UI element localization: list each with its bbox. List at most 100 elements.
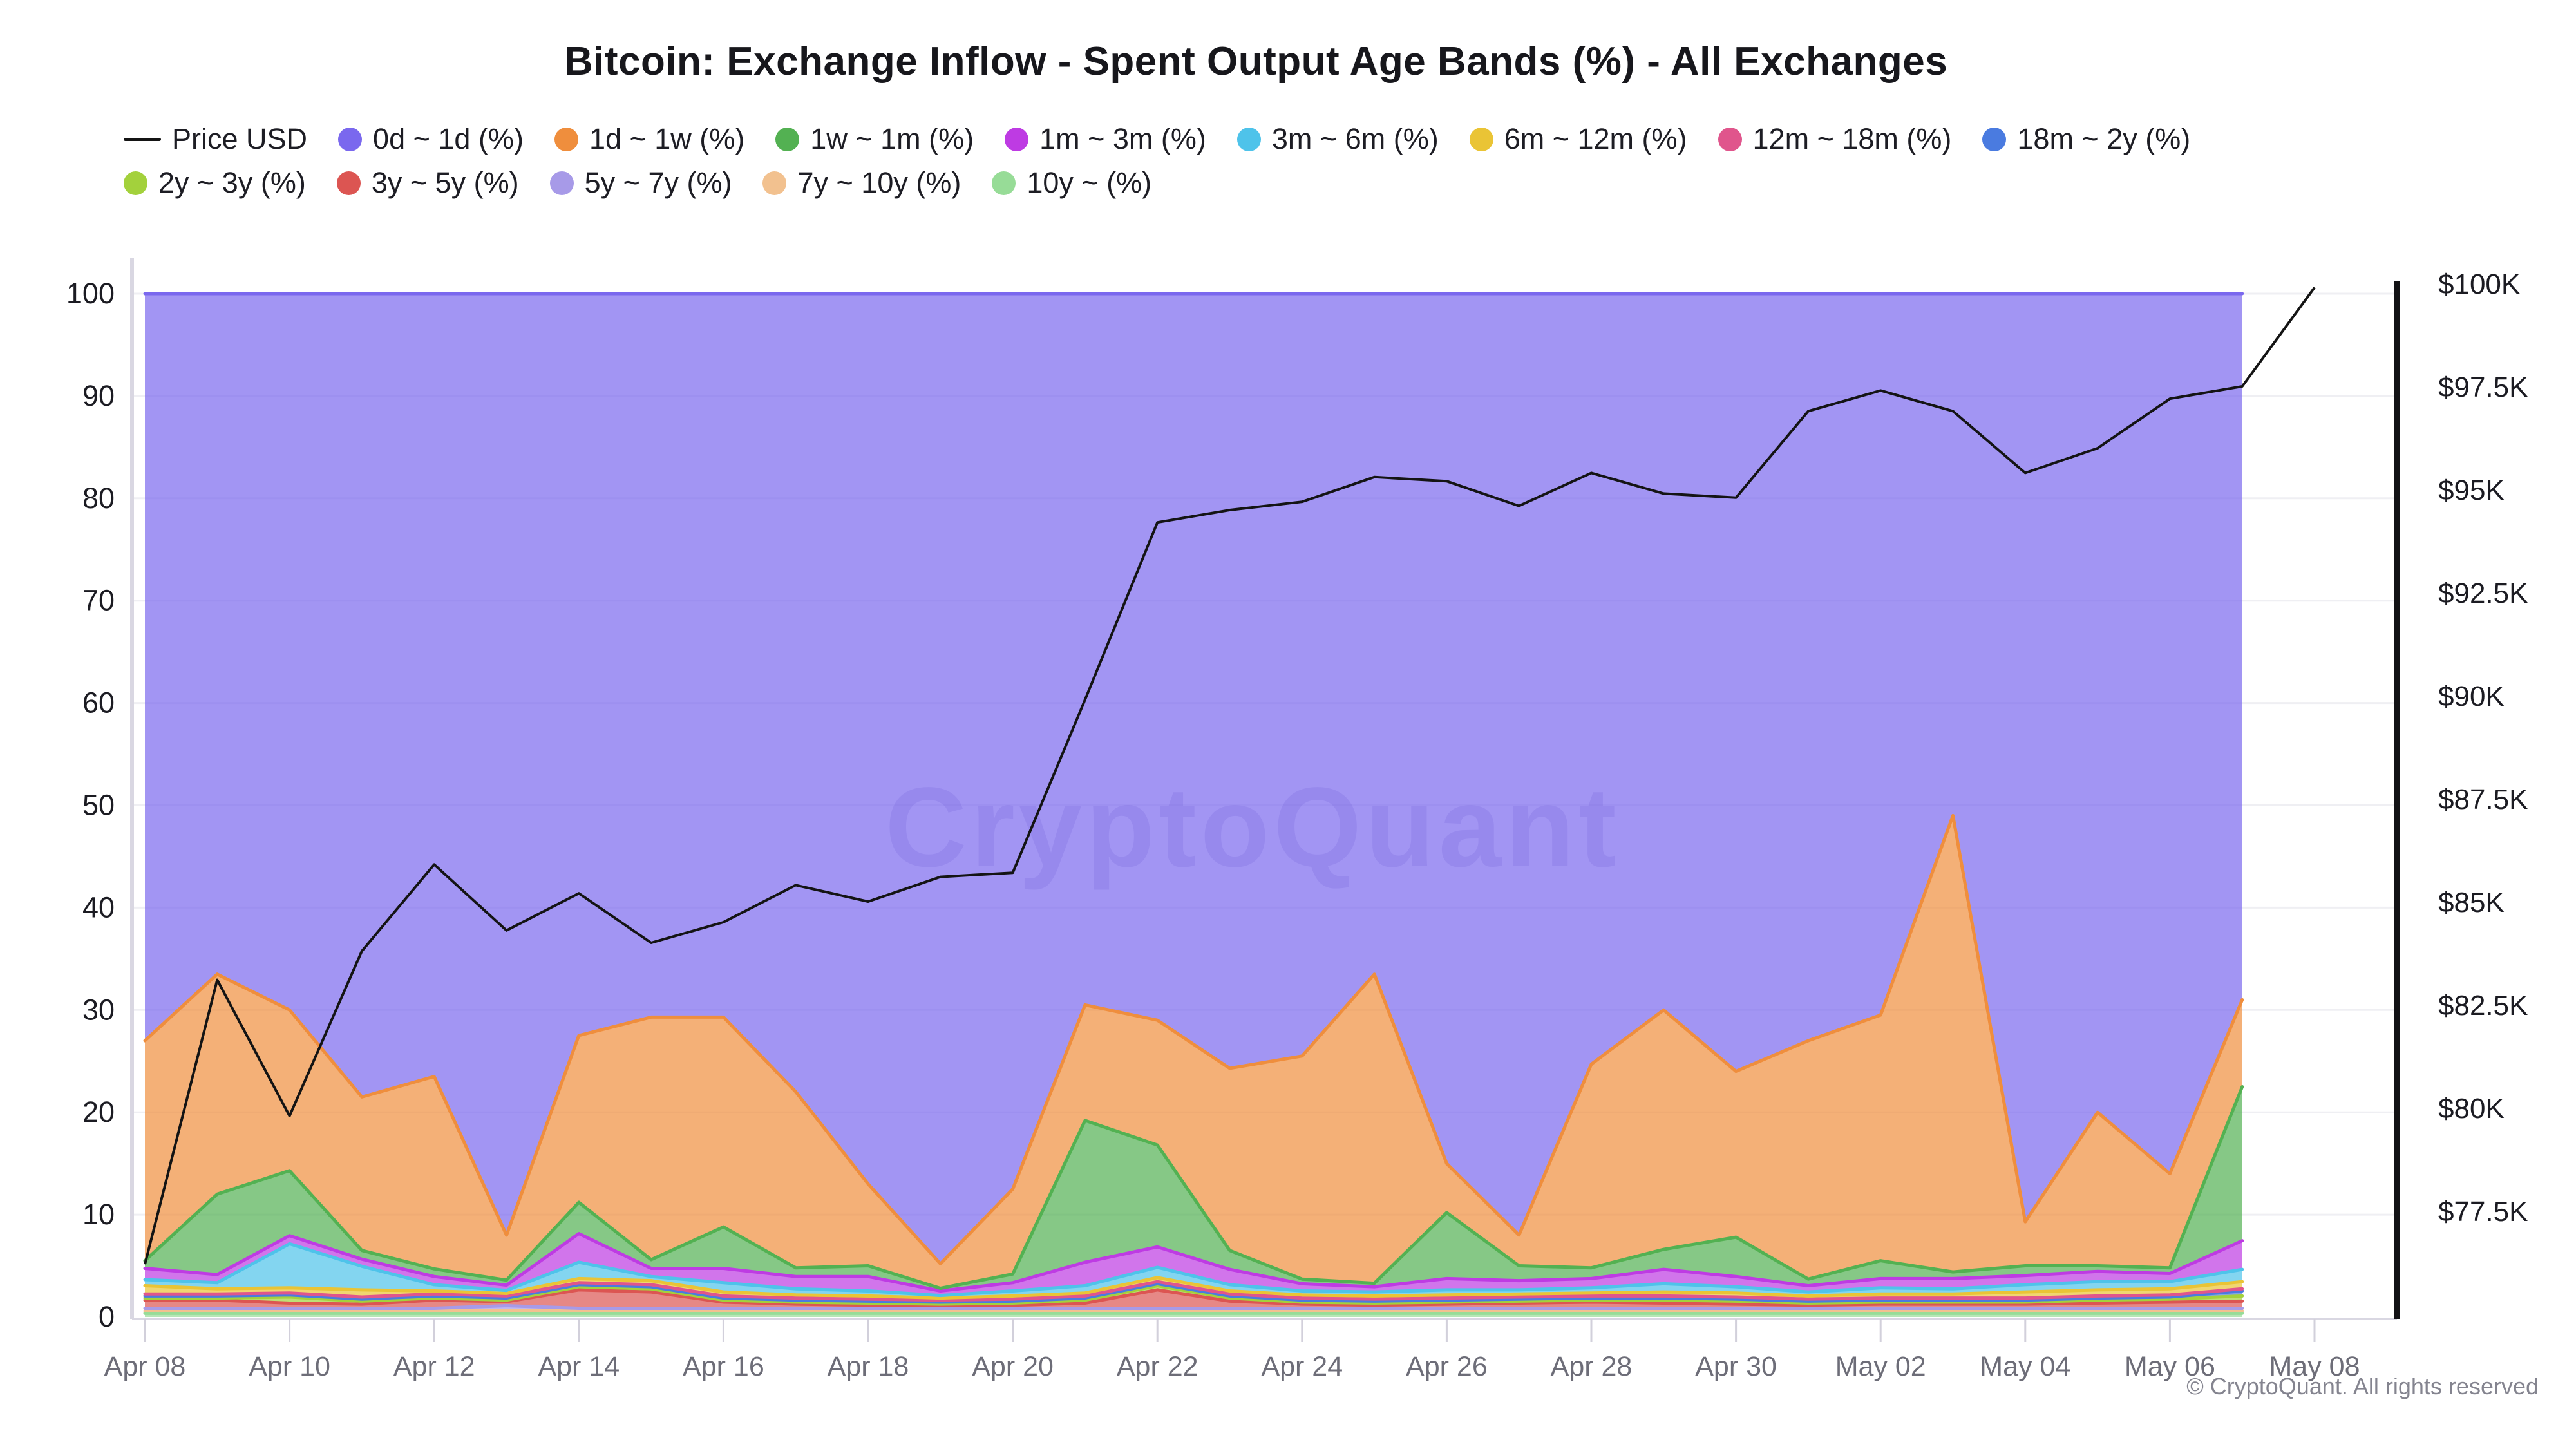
axis-labels: 0 10 20 30 40 50 60 70 80 90 100 $100K $97.5K $95K $92… bbox=[66, 269, 2528, 1382]
price-line-layer bbox=[144, 287, 2316, 1265]
series-dot-icon bbox=[1236, 127, 1261, 151]
y-axis-left-tick-label: 100 bbox=[66, 277, 115, 310]
y-axis-right-tick-label: $77.5K bbox=[2438, 1196, 2528, 1227]
x-axis-tick-label: May 06 bbox=[2125, 1351, 2215, 1382]
legend-item-18m-2y[interactable]: 18m ~ 2y (%) bbox=[1982, 122, 2190, 156]
area-band-outline-1d-1w bbox=[143, 813, 2244, 1265]
area-band-6m-12m bbox=[145, 1277, 2242, 1300]
y-axis-right-tick-label: $87.5K bbox=[2438, 784, 2528, 815]
copyright-notice: © CryptoQuant. All rights reserved bbox=[2186, 1373, 2539, 1399]
legend-item-label: 3m ~ 6m (%) bbox=[1271, 122, 1439, 155]
legend-row: Price USD 0d ~ 1d (%) 1d ~ 1w (%) 1w ~ 1m (… bbox=[124, 122, 2190, 156]
x-axis-tick-label: Apr 28 bbox=[1551, 1351, 1633, 1382]
series-dot-icon bbox=[762, 171, 787, 195]
y-axis-left-tick-label: 10 bbox=[82, 1198, 115, 1231]
legend: Price USD 0d ~ 1d (%) 1d ~ 1w (%) 1w ~ 1m (… bbox=[124, 122, 2190, 200]
cryptoquant-watermark: CryptoQuant bbox=[885, 764, 1620, 891]
area-band-1w-1m bbox=[145, 1086, 2242, 1291]
y-axis-left-tick-label: 20 bbox=[82, 1095, 115, 1128]
area-band-outline-12m-18m bbox=[143, 1280, 2244, 1302]
y-axis-left-tick-label: 40 bbox=[82, 891, 115, 923]
area-band-outlines bbox=[143, 292, 2244, 1315]
legend-item-5y-7y[interactable]: 5y ~ 7y (%) bbox=[549, 166, 732, 200]
legend-item-10y[interactable]: 10y ~ (%) bbox=[992, 166, 1151, 200]
series-dot-icon bbox=[554, 127, 578, 151]
legend-item-3m-6m[interactable]: 3m ~ 6m (%) bbox=[1236, 122, 1439, 156]
area-band-1m-3m bbox=[145, 1233, 2242, 1296]
x-axis-tick-label: May 02 bbox=[1835, 1351, 1926, 1382]
y-axis-left-tick-label: 50 bbox=[82, 789, 115, 822]
series-dot-icon bbox=[1005, 127, 1029, 151]
y-axis-right-tick-label: $97.5K bbox=[2438, 372, 2528, 403]
y-axis-left-tick-label: 0 bbox=[99, 1300, 115, 1333]
series-dot-icon bbox=[775, 127, 800, 151]
x-axis-tick-label: Apr 16 bbox=[683, 1351, 764, 1382]
x-axis-tick-label: Apr 26 bbox=[1406, 1351, 1488, 1382]
y-axis-right-tick-label: $100K bbox=[2438, 269, 2520, 300]
y-axis-right-tick-label: $85K bbox=[2438, 887, 2505, 918]
legend-item-label: 3y ~ 5y (%) bbox=[371, 166, 519, 199]
y-axis-left-tick-label: 90 bbox=[82, 379, 115, 412]
legend-item-label: 12m ~ 18m (%) bbox=[1752, 122, 1952, 155]
x-axis-tick-label: Apr 20 bbox=[972, 1351, 1054, 1382]
legend-item-price-usd[interactable]: Price USD bbox=[124, 122, 307, 156]
series-dot-icon bbox=[1982, 127, 2007, 151]
legend-item-2y-3y[interactable]: 2y ~ 3y (%) bbox=[124, 166, 306, 200]
x-axis-tick-label: Apr 22 bbox=[1117, 1351, 1198, 1382]
x-axis-tick-label: Apr 14 bbox=[538, 1351, 620, 1382]
legend-item-label: 2y ~ 3y (%) bbox=[158, 166, 306, 199]
area-band-1d-1w bbox=[145, 815, 2242, 1289]
legend-item-12m-18m[interactable]: 12m ~ 18m (%) bbox=[1718, 122, 1952, 156]
y-axis-right-tick-label: $90K bbox=[2438, 681, 2505, 712]
area-band-outline-2y-3y bbox=[143, 1284, 2244, 1306]
legend-item-1w-1m[interactable]: 1w ~ 1m (%) bbox=[775, 122, 974, 156]
legend-item-3y-5y[interactable]: 3y ~ 5y (%) bbox=[336, 166, 519, 200]
series-dot-icon bbox=[1469, 127, 1493, 151]
area-band-outline-18m-2y bbox=[143, 1282, 2244, 1304]
x-axis-tick-label: Apr 10 bbox=[249, 1351, 330, 1382]
legend-item-1d-1w[interactable]: 1d ~ 1w (%) bbox=[554, 122, 744, 156]
y-axis-left-tick-label: 70 bbox=[82, 584, 115, 617]
chart-title: Bitcoin: Exchange Inflow - Spent Output … bbox=[564, 39, 1948, 84]
area-band-3m-6m bbox=[145, 1244, 2242, 1298]
area-band-outline-3y-5y bbox=[143, 1288, 2244, 1307]
price-usd-line bbox=[144, 287, 2316, 1265]
x-axis-tick-label: Apr 24 bbox=[1261, 1351, 1343, 1382]
y-axis-right-tick-label: $92.5K bbox=[2438, 578, 2528, 609]
y-axis-left-tick-label: 30 bbox=[82, 993, 115, 1026]
x-axis-tick-label: May 08 bbox=[2269, 1351, 2360, 1382]
series-dot-icon bbox=[992, 171, 1016, 195]
legend-item-6m-12m[interactable]: 6m ~ 12m (%) bbox=[1469, 122, 1687, 156]
price-line-icon bbox=[124, 137, 161, 141]
series-dot-icon bbox=[338, 127, 363, 151]
area-band-outline-6m-12m bbox=[143, 1276, 2244, 1300]
legend-item-label: 1d ~ 1w (%) bbox=[589, 122, 745, 155]
legend-item-label: 5y ~ 7y (%) bbox=[584, 166, 732, 199]
y-axis-right-tick-label: $80K bbox=[2438, 1093, 2505, 1124]
x-axis-tick-label: Apr 08 bbox=[104, 1351, 186, 1382]
series-dot-icon bbox=[124, 171, 147, 195]
legend-item-label: 6m ~ 12m (%) bbox=[1504, 122, 1687, 155]
legend-item-label: 7y ~ 10y (%) bbox=[797, 166, 961, 199]
legend-item-7y-10y[interactable]: 7y ~ 10y (%) bbox=[762, 166, 961, 200]
legend-item-label: Price USD bbox=[172, 122, 308, 155]
legend-item-label: 0d ~ 1d (%) bbox=[373, 122, 524, 155]
series-dot-icon bbox=[336, 171, 361, 195]
area-band-outline-3m-6m bbox=[143, 1242, 2244, 1298]
series-dot-icon bbox=[1718, 127, 1742, 151]
legend-row: 2y ~ 3y (%) 3y ~ 5y (%) 5y ~ 7y (%) 7y ~ 10… bbox=[124, 166, 2190, 200]
legend-item-1m-3m[interactable]: 1m ~ 3m (%) bbox=[1005, 122, 1206, 156]
legend-item-label: 1w ~ 1m (%) bbox=[810, 122, 974, 155]
legend-item-0d-1d[interactable]: 0d ~ 1d (%) bbox=[338, 122, 524, 156]
legend-item-label: 10y ~ (%) bbox=[1027, 166, 1152, 199]
area-band-outline-1w-1m bbox=[143, 1085, 2244, 1290]
area-band-3y-5y bbox=[145, 1289, 2242, 1309]
y-axis-left-tick-label: 60 bbox=[82, 687, 115, 719]
legend-item-label: 18m ~ 2y (%) bbox=[2017, 122, 2191, 155]
series-dot-icon bbox=[549, 171, 574, 195]
area-band-0d-1d bbox=[145, 294, 2242, 1264]
axes bbox=[130, 258, 2400, 1342]
x-axis-tick-label: Apr 18 bbox=[828, 1351, 909, 1382]
